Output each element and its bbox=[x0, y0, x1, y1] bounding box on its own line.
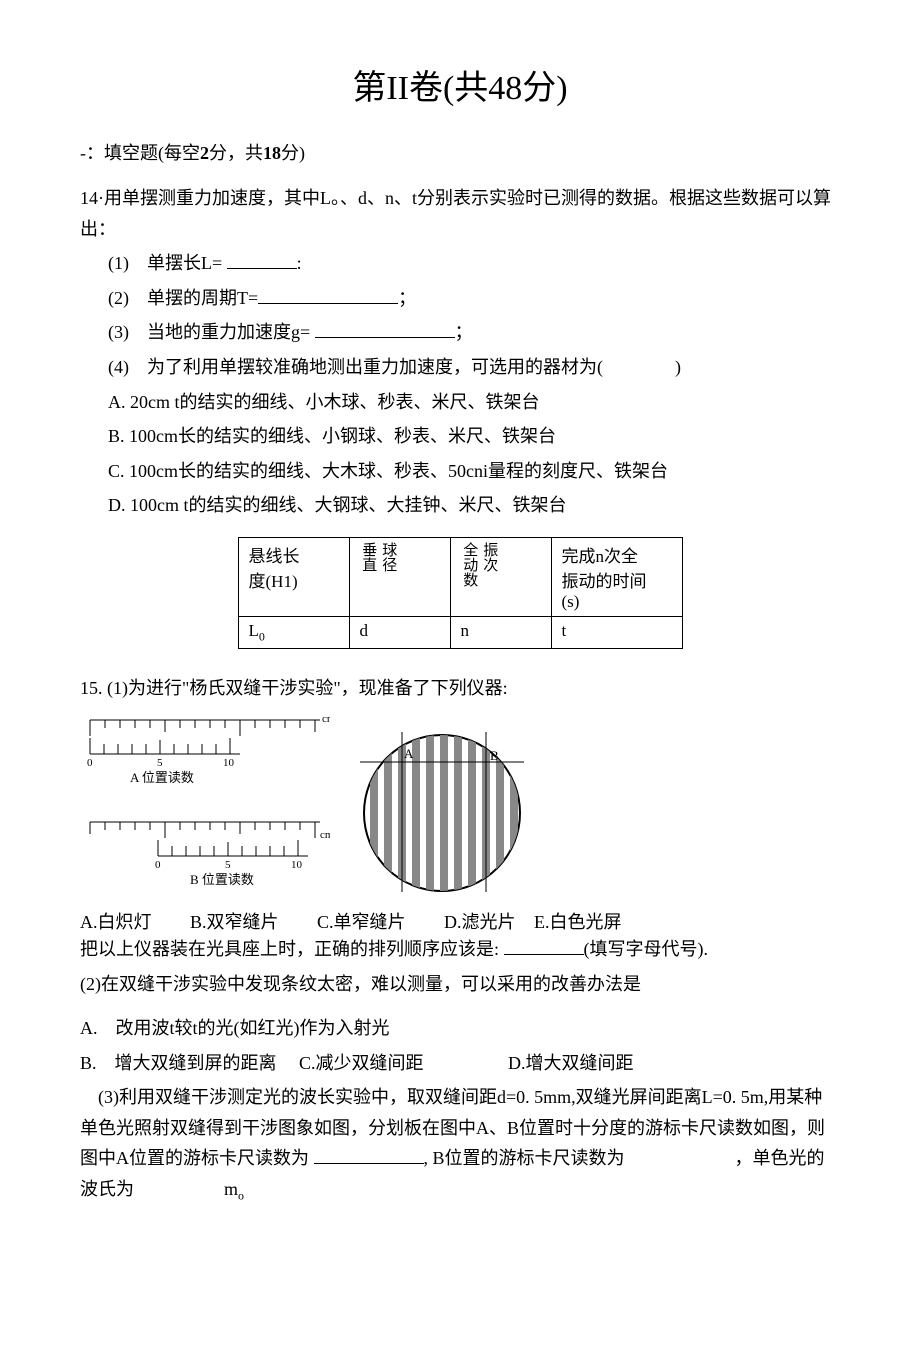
q15-2-d: D.增大双缝间距 bbox=[508, 1048, 634, 1079]
section-mid: 分，共 bbox=[209, 143, 263, 163]
q15-unit: m bbox=[224, 1179, 238, 1199]
table-cell: n bbox=[450, 616, 551, 648]
table-cell: 完成n次全 振动的时间 (s) bbox=[551, 537, 682, 616]
th4a: 完成n次全 bbox=[562, 547, 639, 566]
q14-sub1: (1) 单摆长L= : bbox=[80, 248, 840, 279]
q15-line1a: 把以上仪器装在光具座上时，正确的排列顺序应该是: bbox=[80, 939, 504, 959]
circle-label-b: B bbox=[490, 748, 499, 763]
interference-pattern: A B bbox=[342, 718, 542, 898]
ruler-a-svg: cm 0 5 10 A bbox=[80, 710, 330, 786]
q14-sub2: (2) 单摆的周期T= ； bbox=[80, 283, 840, 314]
q15-2-a: A. 改用波t较t的光(如红光)作为入射光 bbox=[80, 1013, 840, 1044]
q15-3a-suffix: , B位置的游标卡尺读数为 bbox=[424, 1148, 625, 1168]
section-prefix: -：填空题(每空 bbox=[80, 143, 200, 163]
q14-intro: 14·用单摆测重力加速度，其中L。、d、n、t分别表示实验时已测得的数据。根据这… bbox=[80, 183, 840, 244]
section-suffix: 分) bbox=[281, 143, 305, 163]
ruler-block: cm 0 5 10 A bbox=[80, 710, 330, 888]
table-cell: 全动数 振次 bbox=[450, 537, 551, 616]
figure-row: cm 0 5 10 A bbox=[80, 710, 840, 898]
blank bbox=[314, 1145, 424, 1164]
blank bbox=[504, 936, 584, 955]
table-cell: d bbox=[349, 616, 450, 648]
q15-intro: 15. (1)为进行"杨氏双缝干涉实验"，现准备了下列仪器: bbox=[80, 673, 840, 704]
q15-line1b: (填写字母代号). bbox=[584, 939, 709, 959]
q15-opt-e: E.白色光屏 bbox=[534, 908, 622, 934]
ruler-b-5: 5 bbox=[225, 859, 231, 871]
q14-opt-b: B. 100cm长的结实的细线、小钢球、秒表、米尺、铁架台 bbox=[80, 421, 840, 452]
section-heading: -：填空题(每空2分，共18分) bbox=[80, 139, 840, 165]
ruler-b-0: 0 bbox=[155, 859, 161, 871]
q14-opt-d: D. 100cm t的结实的细线、大钢球、大挂钟、米尺、铁架台 bbox=[80, 490, 840, 521]
circle-label-a: A bbox=[404, 746, 414, 761]
blank bbox=[227, 250, 297, 269]
q15-line2: (2)在双缝干涉实验中发现条纹太密，难以测量，可以采用的改善办法是 bbox=[80, 969, 840, 1000]
ruler-a-0: 0 bbox=[87, 757, 93, 769]
page-title: 第II卷(共48分) bbox=[80, 60, 840, 109]
th1a: 悬线长 bbox=[249, 547, 300, 566]
r1c1-sub: 0 bbox=[259, 629, 265, 643]
q14-opt-a: A. 20cm t的结实的细线、小木球、秒表、米尺、铁架台 bbox=[80, 387, 840, 418]
q15-3: (3)利用双缝干涉测定光的波长实验中，取双缝间距d=0. 5mm,双缝光屏间距离… bbox=[80, 1082, 840, 1206]
th4c: (s) bbox=[562, 592, 580, 611]
q14-2-suffix: ； bbox=[398, 288, 416, 308]
ruler-a-label: A 位置读数 bbox=[130, 770, 194, 785]
ruler-b-label: B 位置读数 bbox=[190, 872, 254, 887]
section-b1: 2 bbox=[200, 143, 209, 163]
q15-options: A.白炽灯 B.双窄缝片 C.单窄缝片 D.滤光片 E.白色光屏 bbox=[80, 908, 840, 934]
q14-sub4: (4) 为了利用单摆较准确地测出重力加速度，可选用的器材为( ) bbox=[80, 352, 840, 383]
q15-opt-a: A.白炽灯 bbox=[80, 908, 152, 934]
q14-sub3: (3) 当地的重力加速度g= ； bbox=[80, 317, 840, 348]
q14-3-text: (3) 当地的重力加速度g= bbox=[108, 322, 315, 342]
table-cell: 垂直 球径 bbox=[349, 537, 450, 616]
table-cell: 悬线长 度(H1) bbox=[238, 537, 349, 616]
q14-1-text: (1) 单摆长L= bbox=[108, 253, 227, 273]
q15-2-b: B. 增大双缝到屏的距离 bbox=[80, 1048, 277, 1079]
q15-unit-sub: o bbox=[238, 1189, 244, 1203]
q15-2-c: C.减少双缝间距 bbox=[299, 1048, 424, 1079]
q14-2-text: (2) 单摆的周期T= bbox=[108, 288, 258, 308]
q14-1-suffix: : bbox=[297, 253, 302, 273]
th3a: 全动数 bbox=[461, 542, 477, 587]
section-b2: 18 bbox=[263, 143, 281, 163]
q15-opt-c: C.单窄缝片 bbox=[317, 908, 406, 934]
th3b: 振次 bbox=[481, 542, 497, 572]
ruler-a-10: 10 bbox=[223, 757, 235, 769]
r1c1: L bbox=[249, 621, 259, 640]
ruler-a-5: 5 bbox=[157, 757, 163, 769]
q15-line1: 把以上仪器装在光具座上时，正确的排列顺序应该是: (填写字母代号). bbox=[80, 934, 840, 965]
blank bbox=[315, 319, 455, 338]
ruler-cm-label: cm bbox=[320, 829, 330, 841]
table-cell: L0 bbox=[238, 616, 349, 648]
ruler-cm-label: cm bbox=[322, 713, 330, 725]
table-cell: t bbox=[551, 616, 682, 648]
th4b: 振动的时间 bbox=[562, 572, 647, 591]
q15-opt-d: D.滤光片 bbox=[444, 908, 516, 934]
ruler-b-10: 10 bbox=[291, 859, 303, 871]
q15-opt-b: B.双窄缝片 bbox=[190, 908, 279, 934]
table-row: L0 d n t bbox=[238, 616, 682, 648]
table-row: 悬线长 度(H1) 垂直 球径 全动数 振次 完成n次全 振动的时间 (s) bbox=[238, 537, 682, 616]
q14-3-suffix: ； bbox=[455, 322, 473, 342]
q14-opt-c: C. 100cm长的结实的细线、大木球、秒表、50cni量程的刻度尺、铁架台 bbox=[80, 456, 840, 487]
th2b: 球径 bbox=[380, 542, 396, 572]
q15-2-bcd: B. 增大双缝到屏的距离 C.减少双缝间距 D.增大双缝间距 bbox=[80, 1048, 840, 1079]
ruler-b-svg: cm 0 5 10 B 位置读数 bbox=[80, 812, 330, 888]
th1b: 度(H1) bbox=[249, 572, 298, 591]
blank bbox=[258, 285, 398, 304]
th2a: 垂直 bbox=[360, 542, 376, 572]
experiment-table: 悬线长 度(H1) 垂直 球径 全动数 振次 完成n次全 振动的时间 (s) L… bbox=[238, 537, 683, 649]
